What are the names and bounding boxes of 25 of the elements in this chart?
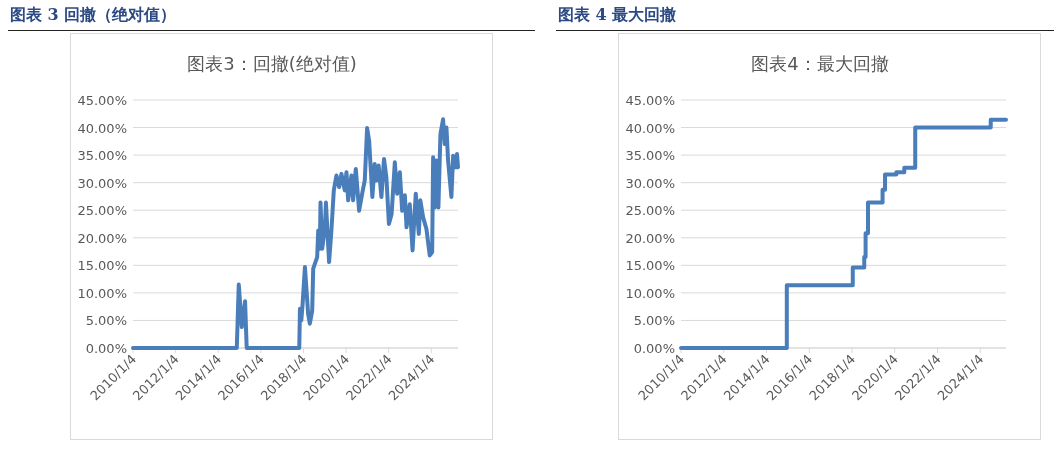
y-tick-label: 15.00% (625, 258, 675, 274)
chart-subtitle: 图表4：最大回撤 (751, 53, 889, 74)
y-tick-label: 20.00% (625, 230, 675, 246)
y-tick-label: 5.00% (85, 313, 127, 329)
y-tick-label: 40.00% (77, 120, 127, 136)
y-tick-label: 25.00% (77, 203, 127, 219)
chart-subtitle: 图表3：回撤(绝对值) (187, 53, 357, 74)
y-tick-label: 15.00% (77, 258, 127, 274)
y-tick-label: 40.00% (625, 120, 675, 136)
y-tick-label: 45.00% (625, 93, 675, 108)
y-tick-label: 30.00% (625, 175, 675, 191)
y-tick-label: 45.00% (77, 93, 127, 108)
y-tick-label: 20.00% (77, 230, 127, 246)
y-tick-label: 10.00% (77, 285, 127, 301)
y-tick-label: 5.00% (633, 313, 675, 329)
y-tick-label: 10.00% (625, 285, 675, 301)
line-series (131, 117, 460, 350)
chart-title: 图表 3 回撤（绝对值） (10, 5, 177, 24)
y-tick-label: 30.00% (77, 175, 127, 191)
y-tick-label: 0.00% (633, 341, 675, 356)
y-tick-label: 35.00% (77, 148, 127, 164)
y-tick-label: 25.00% (625, 203, 675, 219)
y-tick-label: 0.00% (85, 341, 127, 356)
y-tick-label: 35.00% (625, 148, 675, 164)
chart-title: 图表 4 最大回撤 (558, 5, 677, 24)
